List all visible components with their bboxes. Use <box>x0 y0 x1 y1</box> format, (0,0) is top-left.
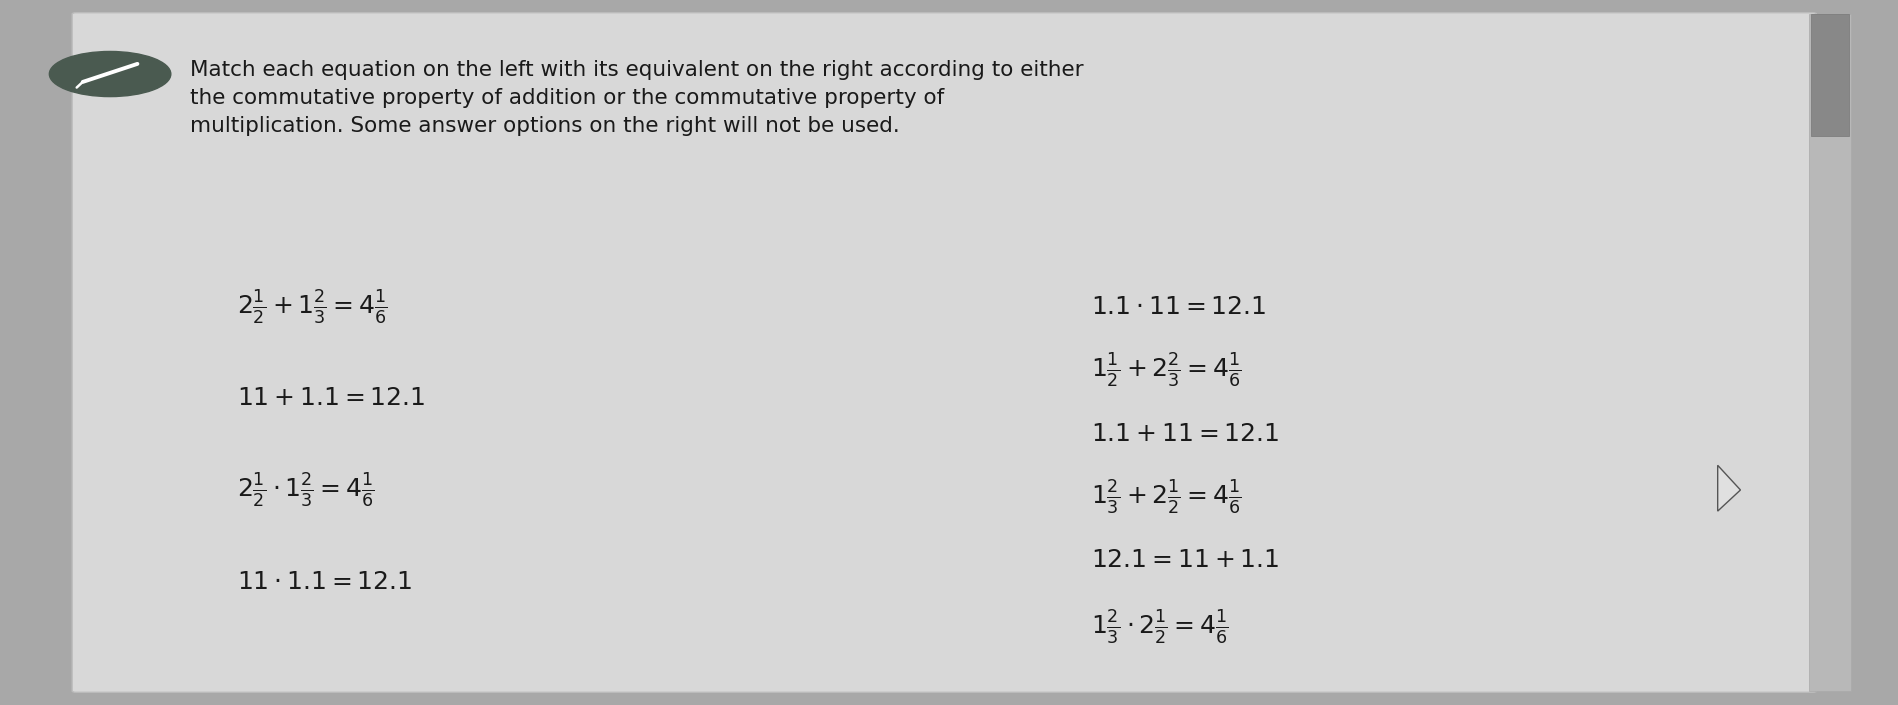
Text: $1\frac{2}{3} + 2\frac{1}{2} = 4\frac{1}{6}$: $1\frac{2}{3} + 2\frac{1}{2} = 4\frac{1}… <box>1091 478 1241 516</box>
Text: $1\frac{1}{2} + 2\frac{2}{3} = 4\frac{1}{6}$: $1\frac{1}{2} + 2\frac{2}{3} = 4\frac{1}… <box>1091 351 1241 389</box>
Text: $1.1 + 11 = 12.1$: $1.1 + 11 = 12.1$ <box>1091 422 1279 446</box>
FancyBboxPatch shape <box>1811 14 1849 136</box>
Text: $2\frac{1}{2} \cdot 1\frac{2}{3} = 4\frac{1}{6}$: $2\frac{1}{2} \cdot 1\frac{2}{3} = 4\fra… <box>237 471 376 509</box>
FancyBboxPatch shape <box>72 13 1816 692</box>
Polygon shape <box>1718 465 1740 511</box>
Circle shape <box>49 51 171 97</box>
Text: $1.1 \cdot 11 = 12.1$: $1.1 \cdot 11 = 12.1$ <box>1091 295 1266 319</box>
FancyBboxPatch shape <box>1809 14 1851 691</box>
Text: $11 \cdot 1.1 = 12.1$: $11 \cdot 1.1 = 12.1$ <box>237 570 412 594</box>
Text: $12.1 = 11 + 1.1$: $12.1 = 11 + 1.1$ <box>1091 548 1279 572</box>
Text: $2\frac{1}{2} + 1\frac{2}{3} = 4\frac{1}{6}$: $2\frac{1}{2} + 1\frac{2}{3} = 4\frac{1}… <box>237 288 387 326</box>
Text: Match each equation on the left with its equivalent on the right according to ei: Match each equation on the left with its… <box>190 61 1084 137</box>
Text: $11 + 1.1 = 12.1$: $11 + 1.1 = 12.1$ <box>237 386 425 410</box>
Text: $1\frac{2}{3} \cdot 2\frac{1}{2} = 4\frac{1}{6}$: $1\frac{2}{3} \cdot 2\frac{1}{2} = 4\fra… <box>1091 608 1230 646</box>
